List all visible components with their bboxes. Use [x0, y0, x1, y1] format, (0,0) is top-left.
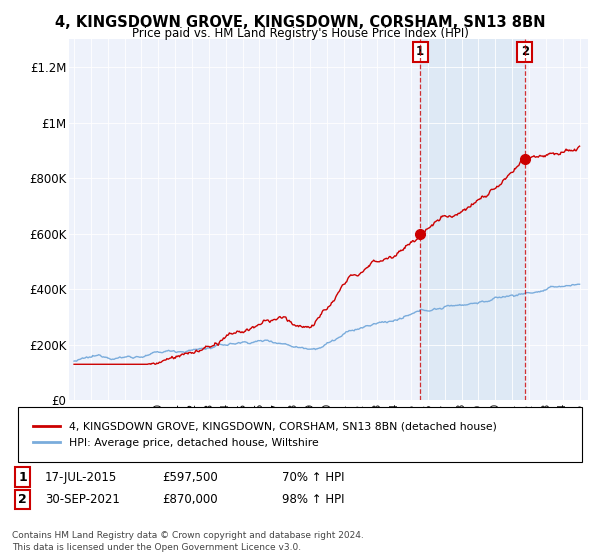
Text: £870,000: £870,000: [162, 493, 218, 506]
Text: 2: 2: [521, 45, 529, 58]
Legend: 4, KINGSDOWN GROVE, KINGSDOWN, CORSHAM, SN13 8BN (detached house), HPI: Average : 4, KINGSDOWN GROVE, KINGSDOWN, CORSHAM, …: [29, 417, 502, 452]
Bar: [420, 39, 525, 400]
Text: 30-SEP-2021: 30-SEP-2021: [45, 493, 120, 506]
Text: 17-JUL-2015: 17-JUL-2015: [45, 470, 117, 484]
Text: Contains HM Land Registry data © Crown copyright and database right 2024.
This d: Contains HM Land Registry data © Crown c…: [12, 531, 364, 552]
Text: £597,500: £597,500: [162, 470, 218, 484]
FancyBboxPatch shape: [18, 407, 582, 462]
Text: Price paid vs. HM Land Registry's House Price Index (HPI): Price paid vs. HM Land Registry's House …: [131, 27, 469, 40]
Text: 70% ↑ HPI: 70% ↑ HPI: [282, 470, 344, 484]
Text: 2: 2: [19, 493, 27, 506]
Text: 1: 1: [19, 470, 27, 484]
Text: 98% ↑ HPI: 98% ↑ HPI: [282, 493, 344, 506]
Text: 4, KINGSDOWN GROVE, KINGSDOWN, CORSHAM, SN13 8BN: 4, KINGSDOWN GROVE, KINGSDOWN, CORSHAM, …: [55, 15, 545, 30]
Text: 1: 1: [416, 45, 424, 58]
